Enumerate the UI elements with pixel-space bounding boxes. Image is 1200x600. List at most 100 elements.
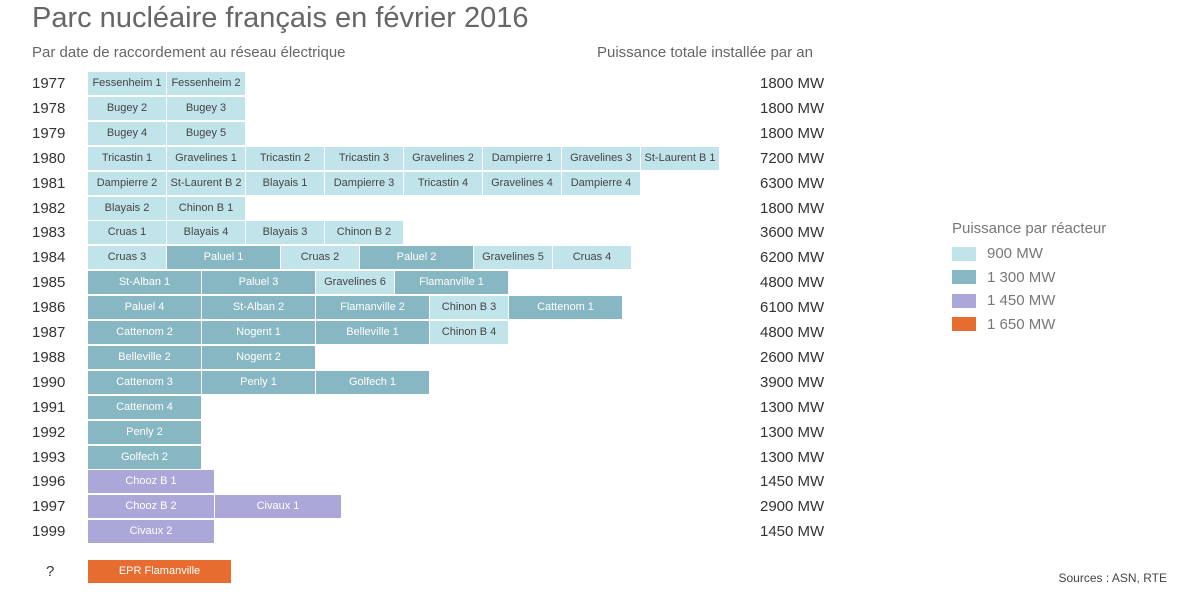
reactor-bar: Chinon B 2	[325, 221, 404, 245]
reactor-bar: Dampierre 1	[483, 146, 562, 170]
reactor-bar: Cattenom 1	[509, 296, 623, 320]
reactor-bar: Dampierre 2	[88, 171, 167, 195]
year-label: 1985	[32, 274, 66, 292]
total-power-label: 2600 MW	[760, 348, 825, 366]
reactor-bar: Chinon B 1	[167, 196, 246, 220]
legend-label: 1 650 MW	[987, 315, 1056, 333]
legend-item: 1 300 MW	[952, 266, 1106, 290]
reactor-bar: Tricastin 2	[246, 146, 325, 170]
reactor-bar: Gravelines 5	[474, 246, 553, 270]
year-label: 1984	[32, 249, 66, 267]
total-power-label: 4800 MW	[760, 274, 825, 292]
subtitle-left: Par date de raccordement au réseau élect…	[32, 44, 346, 61]
total-power-label: 2900 MW	[760, 498, 825, 516]
reactor-bar: Paluel 4	[88, 296, 202, 320]
reactor-bar: Flamanville 2	[316, 296, 430, 320]
reactor-bar: Nogent 2	[202, 345, 316, 369]
chart-title: Parc nucléaire français en février 2016	[32, 2, 529, 34]
reactor-bar: Chinon B 4	[430, 321, 509, 344]
reactor-bar: Tricastin 1	[88, 146, 167, 170]
reactor-bar: Tricastin 4	[404, 171, 483, 195]
reactor-bar: St-Alban 1	[88, 271, 202, 295]
year-label: 1992	[32, 423, 66, 441]
reactor-bar: Golfech 2	[88, 445, 202, 469]
year-label: 1987	[32, 324, 66, 341]
reactor-bar: EPR Flamanville	[88, 560, 232, 583]
year-label: 1978	[32, 99, 66, 117]
reactor-bar: Dampierre 4	[562, 171, 641, 195]
total-power-label: 3600 MW	[760, 224, 825, 242]
total-power-label: 1800 MW	[760, 199, 825, 217]
reactor-bar: Gravelines 3	[562, 146, 641, 170]
total-power-label: 6300 MW	[760, 174, 825, 192]
year-label: 1981	[32, 174, 66, 192]
year-label: 1982	[32, 199, 66, 217]
total-power-label: 6100 MW	[760, 299, 825, 317]
year-label: 1991	[32, 398, 66, 416]
year-label: 1996	[32, 473, 66, 491]
reactor-bar: St-Laurent B 2	[167, 171, 246, 195]
reactor-bar: Civaux 1	[215, 495, 342, 519]
reactor-bar: Gravelines 6	[316, 271, 395, 295]
reactor-bar: Chinon B 3	[430, 296, 509, 320]
year-label: 1986	[32, 299, 66, 317]
total-power-label: 7200 MW	[760, 149, 825, 167]
reactor-bar: Civaux 2	[88, 520, 215, 544]
total-power-label: 1450 MW	[760, 523, 825, 541]
reactor-bar: Cruas 2	[281, 246, 360, 270]
reactor-bar: Bugey 2	[88, 96, 167, 120]
reactor-bar: Paluel 2	[360, 246, 474, 270]
reactor-bar: Cattenom 4	[88, 395, 202, 419]
year-label: 1980	[32, 149, 66, 167]
reactor-bar: Cruas 3	[88, 246, 167, 270]
reactor-bar: Blayais 3	[246, 221, 325, 245]
legend-item: 900 MW	[952, 242, 1106, 266]
reactor-bar: Nogent 1	[202, 321, 316, 344]
reactor-bar: Blayais 4	[167, 221, 246, 245]
total-power-label: 4800 MW	[760, 324, 825, 341]
reactor-bar: Cruas 1	[88, 221, 167, 245]
reactor-bar: Fessenheim 1	[88, 72, 167, 95]
legend-item: 1 450 MW	[952, 289, 1106, 313]
reactor-bar: Cattenom 3	[88, 370, 202, 394]
total-power-label: 1450 MW	[760, 473, 825, 491]
total-power-label: 6200 MW	[760, 249, 825, 267]
reactor-bar: Bugey 3	[167, 96, 246, 120]
legend-item: 1 650 MW	[952, 313, 1106, 337]
reactor-bar: Blayais 2	[88, 196, 167, 220]
year-label: 1999	[32, 523, 66, 541]
reactor-bar: Gravelines 4	[483, 171, 562, 195]
legend-swatch	[952, 246, 976, 261]
year-label: 1983	[32, 224, 66, 242]
total-power-label: 1800 MW	[760, 124, 825, 142]
year-label: 1997	[32, 498, 66, 516]
reactor-bar: Chooz B 1	[88, 470, 215, 494]
legend-label: 1 300 MW	[987, 268, 1056, 286]
subtitle-right: Puissance totale installée par an	[597, 44, 813, 61]
total-power-label: 3900 MW	[760, 373, 825, 391]
year-label: 1993	[32, 448, 66, 466]
reactor-bar: Blayais 1	[246, 171, 325, 195]
year-label: 1988	[32, 348, 66, 366]
total-power-label: 1300 MW	[760, 423, 825, 441]
legend-swatch	[952, 270, 976, 285]
legend-title: Puissance par réacteur	[952, 220, 1107, 237]
reactor-bar: Gravelines 2	[404, 146, 483, 170]
legend: Puissance par réacteur 900 MW 1 300 MW 1 4…	[952, 220, 1106, 336]
reactor-bar: St-Laurent B 1	[641, 146, 720, 170]
legend-swatch	[952, 293, 976, 308]
reactor-bar: Penly 1	[202, 370, 316, 394]
year-label: ?	[46, 563, 55, 580]
reactor-bar: St-Alban 2	[202, 296, 316, 320]
source-note: Sources : ASN, RTE	[1058, 571, 1168, 585]
reactor-bar: Bugey 5	[167, 121, 246, 145]
reactor-bar: Bugey 4	[88, 121, 167, 145]
reactor-bar: Chooz B 2	[88, 495, 215, 519]
total-power-label: 1300 MW	[760, 398, 825, 416]
reactor-bar: Fessenheim 2	[167, 72, 246, 95]
reactor-bar: Golfech 1	[316, 370, 430, 394]
total-power-label: 1800 MW	[760, 99, 825, 117]
reactor-bar: Paluel 3	[202, 271, 316, 295]
reactor-bar: Penly 2	[88, 420, 202, 444]
legend-label: 900 MW	[987, 245, 1043, 263]
